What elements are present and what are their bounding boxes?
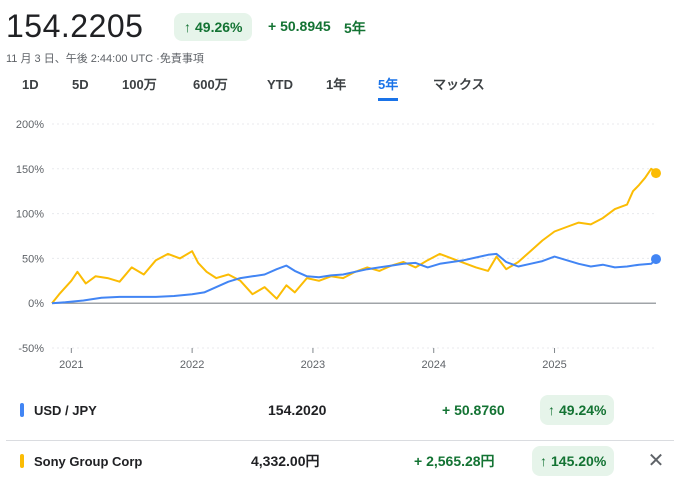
- percent-change-badge: ↑ 49.26%: [174, 13, 253, 41]
- close-icon[interactable]: ✕: [647, 450, 665, 472]
- tab-1d[interactable]: 1D: [22, 77, 39, 92]
- series-value: 154.2020: [268, 402, 327, 418]
- quote-header: 154.2205 ↑ 49.26% + 50.8945 5年: [6, 6, 676, 46]
- y-tick-label: 100%: [16, 209, 44, 221]
- series-line: [51, 252, 657, 305]
- series-color-swatch: [20, 454, 24, 468]
- y-tick-label: 0%: [28, 298, 44, 310]
- x-tick-label: 2024: [421, 359, 445, 371]
- tab-6m[interactable]: 600万: [193, 77, 228, 92]
- chart-svg: 200% 150% 100% 50% 0% -50% 2021 2022 2023 2024 202…: [16, 119, 661, 371]
- series-value: 4,332.00円: [251, 453, 320, 469]
- series-name: Sony Group Corp: [34, 453, 143, 469]
- x-tick-label: 2023: [301, 359, 325, 371]
- timestamp-text: 11 月 3 日、午後 2:44:00 UTC ·免責事項: [6, 53, 204, 65]
- series-endpoint: [651, 168, 661, 179]
- percent-change-value: 49.26%: [195, 19, 243, 35]
- x-tick-label: 2022: [180, 359, 204, 371]
- legend-row-usdjpy[interactable]: USD / JPY 154.2020 + 50.8760 ↑ 49.24%: [6, 390, 674, 430]
- up-arrow-icon: ↑: [548, 402, 555, 418]
- y-tick-label: -50%: [18, 343, 44, 355]
- series-line: [51, 167, 657, 304]
- period-label: 5年: [344, 20, 366, 36]
- tab-5d[interactable]: 5D: [72, 77, 89, 92]
- timestamp-disclaimer[interactable]: 11 月 3 日、午後 2:44:00 UTC ·免責事項: [6, 50, 204, 66]
- tab-1m[interactable]: 100万: [122, 77, 157, 92]
- current-price: 154.2205: [6, 8, 144, 44]
- tab-1y[interactable]: 1年: [326, 77, 347, 92]
- series-percent: 49.24%: [559, 402, 607, 418]
- absolute-change: + 50.8945: [268, 18, 331, 34]
- legend-row-sony[interactable]: Sony Group Corp 4,332.00円 + 2,565.28円 ↑ …: [6, 440, 674, 481]
- series-change: + 50.8760: [442, 402, 505, 418]
- tab-max[interactable]: マックス: [433, 77, 485, 92]
- y-tick-label: 50%: [22, 253, 44, 265]
- y-tick-label: 200%: [16, 119, 44, 131]
- series-change: + 2,565.28円: [414, 453, 495, 469]
- series-percent-badge: ↑ 49.24%: [540, 395, 615, 425]
- tab-5y[interactable]: 5年: [378, 76, 399, 101]
- up-arrow-icon: ↑: [540, 453, 547, 469]
- series-name: USD / JPY: [34, 402, 97, 418]
- series-color-swatch: [20, 403, 24, 417]
- range-tabs: 1D 5D 100万 600万 YTD 1年 5年 マックス: [0, 76, 682, 102]
- comparison-chart[interactable]: 200% 150% 100% 50% 0% -50% 2021 2022 2023 2024 202…: [0, 112, 682, 382]
- x-tick-label: 2025: [542, 359, 566, 371]
- y-tick-label: 150%: [16, 164, 44, 176]
- series-endpoint: [651, 254, 661, 265]
- series-percent: 145.20%: [551, 453, 607, 469]
- up-arrow-icon: ↑: [184, 19, 191, 35]
- series-percent-badge: ↑ 145.20%: [532, 446, 615, 476]
- tab-ytd[interactable]: YTD: [267, 77, 293, 92]
- x-tick-label: 2021: [59, 359, 83, 371]
